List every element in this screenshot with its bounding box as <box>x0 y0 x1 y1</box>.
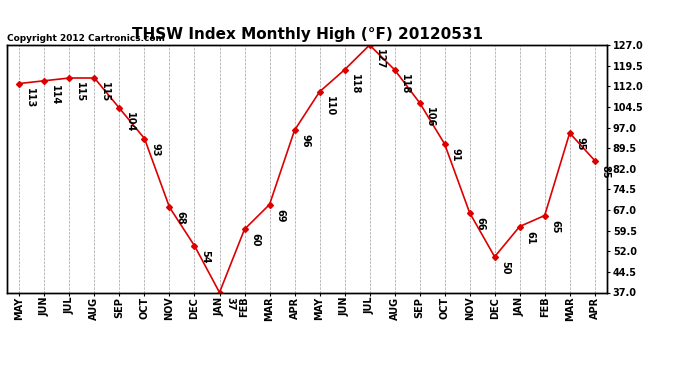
Text: 95: 95 <box>575 137 585 151</box>
Text: 61: 61 <box>525 231 535 244</box>
Text: 115: 115 <box>100 82 110 102</box>
Title: THSW Index Monthly High (°F) 20120531: THSW Index Monthly High (°F) 20120531 <box>132 27 482 42</box>
Text: 110: 110 <box>325 96 335 116</box>
Text: 104: 104 <box>125 112 135 133</box>
Text: 93: 93 <box>150 142 160 156</box>
Text: 114: 114 <box>50 85 60 105</box>
Text: 85: 85 <box>600 165 610 178</box>
Text: 115: 115 <box>75 82 85 102</box>
Text: 68: 68 <box>175 211 185 225</box>
Text: Copyright 2012 Cartronics.com: Copyright 2012 Cartronics.com <box>7 33 165 42</box>
Text: 50: 50 <box>500 261 510 274</box>
Text: 118: 118 <box>350 74 360 94</box>
Text: 66: 66 <box>475 217 485 230</box>
Text: 118: 118 <box>400 74 410 94</box>
Text: 65: 65 <box>550 220 560 233</box>
Text: 96: 96 <box>300 134 310 148</box>
Text: 91: 91 <box>450 148 460 162</box>
Text: 60: 60 <box>250 233 260 247</box>
Text: 69: 69 <box>275 209 285 222</box>
Text: 106: 106 <box>425 107 435 127</box>
Text: 54: 54 <box>200 250 210 263</box>
Text: 113: 113 <box>25 88 35 108</box>
Text: 127: 127 <box>375 49 385 69</box>
Text: 37: 37 <box>225 297 235 310</box>
